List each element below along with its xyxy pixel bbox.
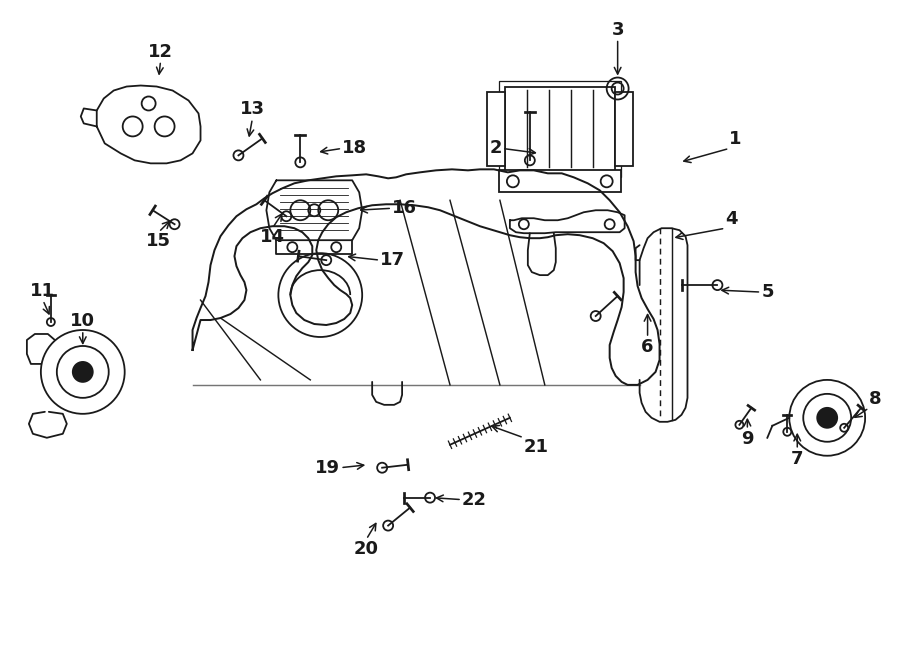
Text: 7: 7: [791, 449, 804, 468]
Text: 6: 6: [642, 338, 653, 356]
Text: 16: 16: [392, 199, 417, 217]
Bar: [615, 91, 633, 167]
Text: 8: 8: [869, 390, 882, 408]
Text: 3: 3: [611, 20, 624, 38]
Text: 15: 15: [146, 232, 171, 251]
Text: 5: 5: [761, 283, 774, 301]
Circle shape: [817, 408, 837, 428]
Bar: [499, 81, 621, 177]
Text: 12: 12: [148, 42, 173, 61]
Text: 22: 22: [462, 490, 487, 509]
Text: 14: 14: [260, 228, 285, 246]
Text: 19: 19: [315, 459, 340, 477]
Text: 2: 2: [490, 139, 502, 157]
Text: 10: 10: [70, 312, 95, 330]
Text: 1: 1: [729, 130, 742, 148]
Text: 9: 9: [741, 430, 753, 447]
Text: 13: 13: [240, 100, 265, 118]
Text: 20: 20: [354, 539, 379, 558]
Bar: [487, 91, 505, 167]
Circle shape: [73, 362, 93, 382]
Text: 17: 17: [380, 251, 405, 269]
Text: 4: 4: [725, 210, 738, 228]
Text: 21: 21: [524, 438, 549, 456]
Bar: [505, 87, 615, 171]
Bar: [499, 171, 621, 192]
Text: 18: 18: [342, 139, 367, 157]
Text: 11: 11: [31, 282, 56, 300]
